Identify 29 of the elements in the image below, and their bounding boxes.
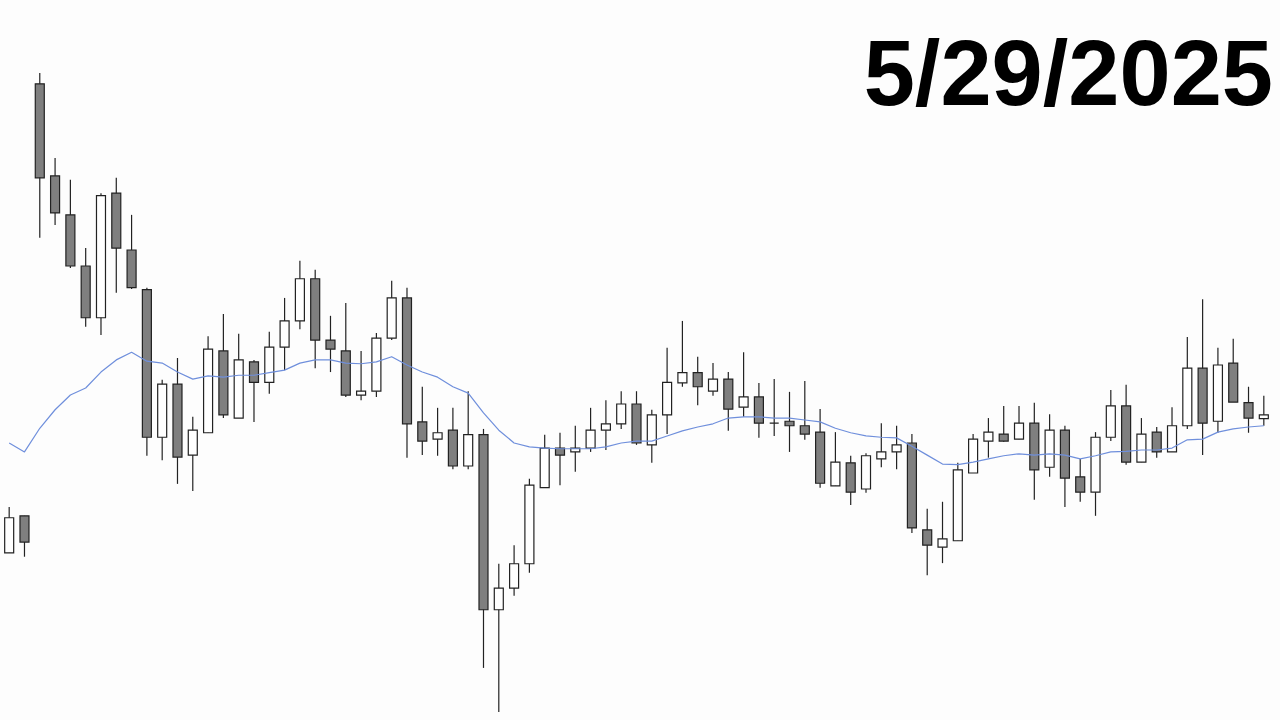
candlestick xyxy=(554,432,566,486)
candlestick xyxy=(600,399,611,451)
candlestick xyxy=(692,356,703,406)
candlestick xyxy=(707,362,719,397)
candlestick xyxy=(325,315,336,373)
candlestick xyxy=(998,405,1009,443)
candlestick xyxy=(784,391,795,453)
candlestick xyxy=(922,508,933,576)
candlestick xyxy=(355,350,367,401)
candlestick xyxy=(891,425,902,470)
candlestick xyxy=(799,380,810,441)
candlestick xyxy=(1013,405,1025,440)
chart-title: 5/29/2025 xyxy=(863,22,1273,125)
candlestick xyxy=(876,422,887,468)
candlestick xyxy=(1243,386,1254,434)
candlestick xyxy=(570,425,581,473)
candlestick xyxy=(417,386,428,456)
candlestick xyxy=(937,501,948,564)
candlestick xyxy=(738,351,749,418)
candlestick xyxy=(983,417,994,459)
candlestick xyxy=(1151,426,1162,459)
candlestick xyxy=(432,407,443,457)
candlestick xyxy=(585,407,596,453)
candlestick xyxy=(248,359,260,423)
candlestick xyxy=(616,390,627,430)
candlestick xyxy=(677,320,688,388)
candlestick xyxy=(1075,458,1086,503)
candlestick xyxy=(830,431,841,487)
candlestick xyxy=(1258,395,1269,427)
